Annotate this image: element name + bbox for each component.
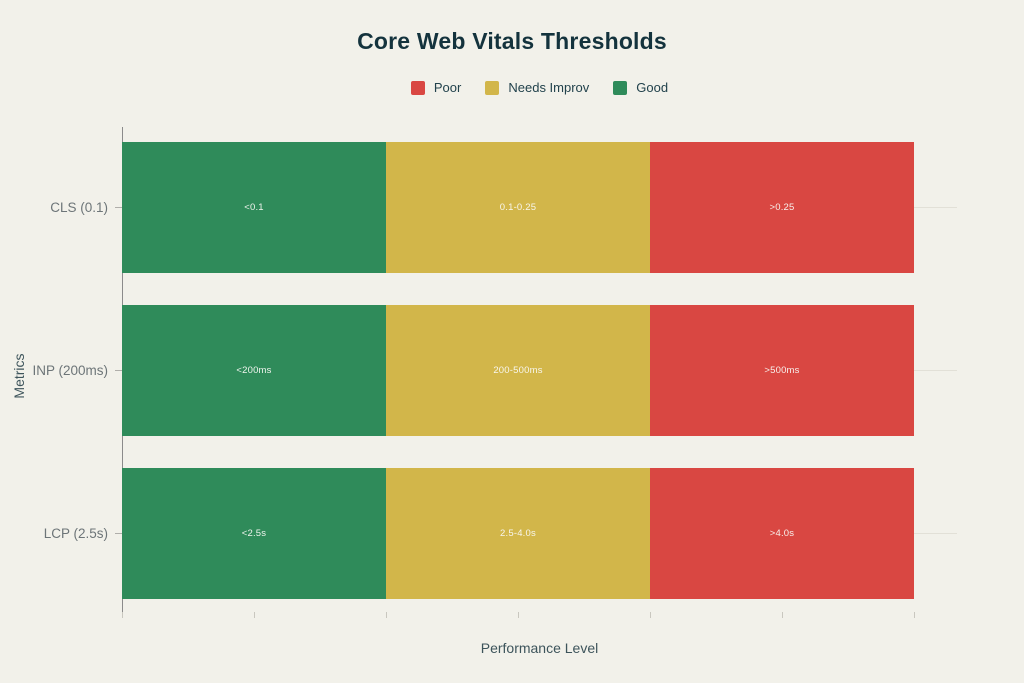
bar-segment-good: <0.1 (122, 142, 386, 273)
legend-item-needs-improv: Needs Improv (485, 80, 589, 95)
x-axis-tick (386, 612, 387, 618)
bar-segment-needs-improv: 0.1-0.25 (386, 142, 650, 273)
chart-title: Core Web Vitals Thresholds (357, 28, 667, 54)
bar-segment-label: 2.5-4.0s (500, 528, 536, 539)
legend-swatch-needs-improv (485, 80, 500, 95)
legend-label: Poor (433, 80, 462, 95)
y-axis-tick (115, 207, 122, 208)
y-axis-tick (115, 533, 122, 534)
x-axis-title: Performance Level (480, 640, 599, 656)
bar-segment-poor: >500ms (650, 305, 914, 436)
bar-segment-needs-improv: 2.5-4.0s (386, 468, 650, 599)
category-label: CLS (0.1) (50, 199, 108, 215)
legend-label: Needs Improv (508, 80, 590, 95)
x-axis-tick (914, 612, 915, 618)
bar-segment-label: >500ms (764, 365, 800, 376)
bar-segment-needs-improv: 200-500ms (386, 305, 650, 436)
bar-segment-label: 0.1-0.25 (499, 202, 537, 213)
bar-segment-label: <2.5s (241, 528, 267, 539)
bar-segment-label: <0.1 (244, 202, 264, 213)
bar-segment-good: <2.5s (122, 468, 386, 599)
x-axis-tick (650, 612, 651, 618)
y-axis-title: Metrics (11, 353, 27, 399)
legend-label: Good (636, 80, 669, 95)
bar-segment-good: <200ms (122, 305, 386, 436)
bar-segment-label: <200ms (236, 365, 272, 376)
category-label: INP (200ms) (32, 362, 108, 378)
x-axis-tick (122, 612, 123, 618)
legend: Poor Needs Improv Good (122, 80, 957, 95)
bar-segment-label: 200-500ms (493, 365, 543, 376)
y-axis-tick (115, 370, 122, 371)
bar-segment-label: >0.25 (769, 202, 795, 213)
legend-item-good: Good (613, 80, 668, 95)
bar-segment-poor: >4.0s (650, 468, 914, 599)
category-label: LCP (2.5s) (43, 525, 108, 541)
x-axis-tick (254, 612, 255, 618)
legend-swatch-poor (410, 80, 425, 95)
bar-segment-label: >4.0s (769, 528, 795, 539)
bar-segment-poor: >0.25 (650, 142, 914, 273)
x-axis-tick (782, 612, 783, 618)
legend-swatch-good (613, 80, 628, 95)
legend-item-poor: Poor (410, 80, 462, 95)
x-axis-tick (518, 612, 519, 618)
